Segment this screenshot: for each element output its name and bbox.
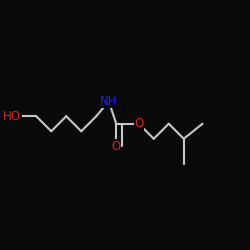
Text: NH: NH — [100, 95, 117, 108]
Text: O: O — [134, 117, 143, 130]
Text: O: O — [112, 140, 121, 153]
Text: HO: HO — [3, 110, 21, 123]
